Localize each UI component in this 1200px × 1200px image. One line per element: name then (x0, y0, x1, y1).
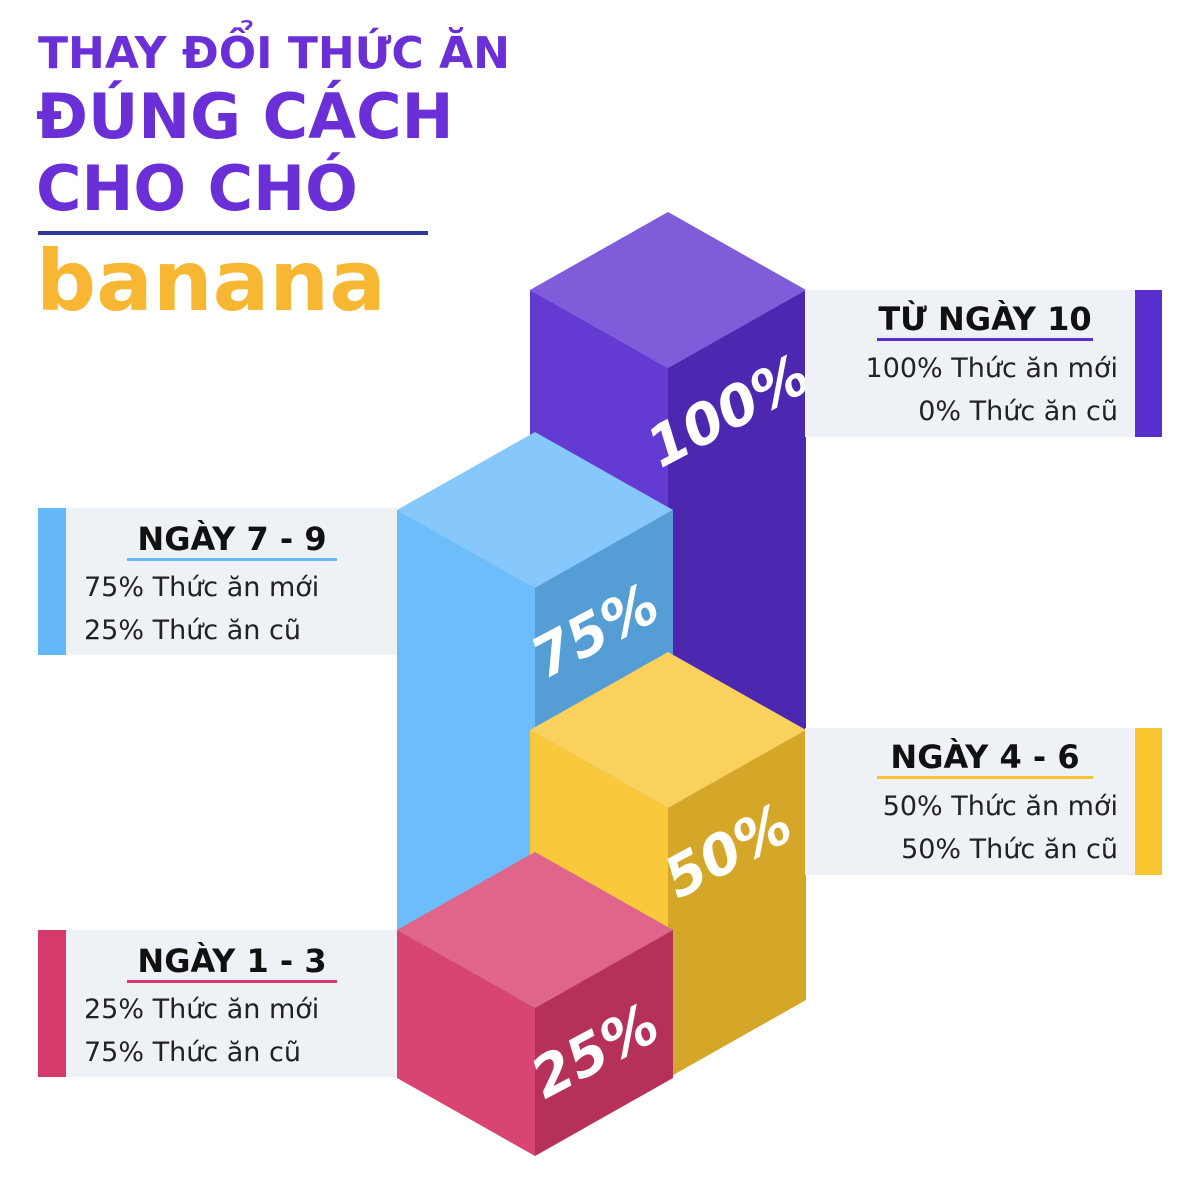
step-line: 25% Thức ăn cũ (84, 615, 301, 646)
block-right-shade (668, 730, 806, 1078)
info-box: NGÀY 7 - 9 75% Thức ăn mới 25% Thức ăn cũ (38, 508, 397, 655)
title-rule (38, 231, 428, 235)
block: 25% (397, 852, 673, 1156)
label-underline (877, 338, 1093, 341)
block-left (397, 930, 535, 1156)
info-bar (38, 508, 66, 655)
info-bg (66, 930, 397, 1077)
step-line: 50% Thức ăn mới (883, 791, 1118, 822)
title-line: CHO CHÓ (36, 152, 358, 225)
step-line: 100% Thức ăn mới (866, 353, 1118, 384)
info-box: NGÀY 1 - 3 25% Thức ăn mới 75% Thức ăn cũ (38, 930, 397, 1077)
label-underline (127, 558, 337, 561)
title-line: ĐÚNG CÁCH (36, 80, 454, 153)
step-line: 50% Thức ăn cũ (901, 834, 1118, 865)
info-box: TỪ NGÀY 10 100% Thức ăn mới 0% Thức ăn cũ (805, 290, 1162, 437)
info-bg (805, 290, 1135, 437)
info-bar (1135, 728, 1162, 875)
step-line: 75% Thức ăn mới (84, 572, 319, 603)
block-left-shade (397, 930, 535, 1156)
block-right-shade (535, 930, 673, 1156)
step-label: NGÀY 7 - 9 (137, 520, 326, 558)
step-line: 0% Thức ăn cũ (918, 396, 1118, 427)
step-line: 25% Thức ăn mới (84, 994, 319, 1025)
info-bar (38, 930, 66, 1077)
label-underline (127, 980, 337, 983)
step-label: NGÀY 4 - 6 (890, 738, 1079, 776)
blocks: 100%75%50%25% (397, 212, 820, 1156)
block-right (535, 930, 673, 1156)
info-bg (66, 508, 397, 655)
title-line: THAY ĐỔI THỨC ĂN (38, 19, 510, 79)
info-box: NGÀY 4 - 6 50% Thức ăn mới 50% Thức ăn cũ (805, 728, 1162, 875)
step-line: 75% Thức ăn cũ (84, 1037, 301, 1068)
info-bar (1135, 290, 1162, 437)
brand: banana (36, 232, 386, 330)
step-label: NGÀY 1 - 3 (137, 942, 326, 980)
label-underline (877, 776, 1093, 779)
step-label: TỪ NGÀY 10 (878, 299, 1091, 338)
block-right (668, 730, 806, 1078)
info-bg (805, 728, 1135, 875)
